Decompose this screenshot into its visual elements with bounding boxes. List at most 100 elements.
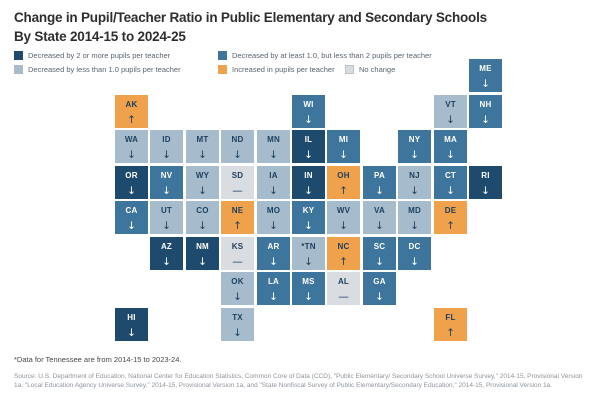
decrease-arrow-icon: ↓ <box>339 149 348 161</box>
state-tile-il: IL ↓ <box>292 130 325 163</box>
state-abbreviation: RI <box>481 171 490 180</box>
no-change-dash-icon: — <box>338 291 349 303</box>
state-abbreviation: VA <box>374 206 385 215</box>
state-abbreviation: PA <box>374 171 385 180</box>
state-abbreviation: *TN <box>301 242 316 251</box>
state-tile-dc: DC ↓ <box>398 237 431 270</box>
state-tile-vt: VT ↓ <box>434 95 467 128</box>
state-abbreviation: WA <box>124 135 139 144</box>
state-tile-me: ME ↓ <box>469 59 502 92</box>
increase-arrow-icon: ↑ <box>339 185 348 197</box>
legend-swatch-icon <box>218 51 227 60</box>
state-tile-ri: RI ↓ <box>469 166 502 199</box>
state-abbreviation: MT <box>196 135 209 144</box>
state-abbreviation: GA <box>373 277 386 286</box>
state-tile-nh: NH ↓ <box>469 95 502 128</box>
decrease-arrow-icon: ↓ <box>162 185 171 197</box>
decrease-arrow-icon: ↓ <box>269 185 278 197</box>
state-tile-ma: MA ↓ <box>434 130 467 163</box>
decrease-arrow-icon: ↓ <box>127 327 136 339</box>
decrease-arrow-icon: ↓ <box>269 256 278 268</box>
state-abbreviation: HI <box>127 313 136 322</box>
state-abbreviation: ND <box>231 135 244 144</box>
decrease-arrow-icon: ↓ <box>481 78 490 90</box>
state-abbreviation: CA <box>125 206 138 215</box>
state-abbreviation: IL <box>304 135 313 144</box>
state-tile-ne: NE ↑ <box>221 201 254 234</box>
decrease-arrow-icon: ↓ <box>269 149 278 161</box>
chart-title-line2: By State 2014-15 to 2024-25 <box>14 29 186 44</box>
state-tile-ca: CA ↓ <box>115 201 148 234</box>
legend-item-label: Decreased by 2 or more pupils per teache… <box>28 51 171 60</box>
state-tile-ga: GA ↓ <box>363 272 396 305</box>
increase-arrow-icon: ↑ <box>339 256 348 268</box>
legend-item-orange: Increased in pupils per teacher <box>218 65 335 74</box>
state-abbreviation: KS <box>231 242 244 251</box>
state-abbreviation: AR <box>267 242 280 251</box>
state-abbreviation: VT <box>445 100 456 109</box>
state-tile-mt: MT ↓ <box>186 130 219 163</box>
state-tile-wa: WA ↓ <box>115 130 148 163</box>
state-abbreviation: UT <box>160 206 173 215</box>
decrease-arrow-icon: ↓ <box>269 291 278 303</box>
state-tile-md: MD ↓ <box>398 201 431 234</box>
state-tile-ny: NY ↓ <box>398 130 431 163</box>
state-tile-tx: TX ↓ <box>221 308 254 341</box>
increase-arrow-icon: ↑ <box>233 220 242 232</box>
state-abbreviation: NC <box>337 242 350 251</box>
state-tile-tn: *TN ↓ <box>292 237 325 270</box>
decrease-arrow-icon: ↓ <box>127 185 136 197</box>
legend-swatch-icon <box>345 65 354 74</box>
state-abbreviation: MN <box>267 135 280 144</box>
state-abbreviation: ID <box>162 135 171 144</box>
state-abbreviation: DE <box>444 206 457 215</box>
state-abbreviation: AZ <box>160 242 173 251</box>
increase-arrow-icon: ↑ <box>446 327 455 339</box>
state-abbreviation: WI <box>303 100 314 109</box>
state-abbreviation: IN <box>304 171 313 180</box>
state-abbreviation: WV <box>336 206 351 215</box>
state-tile-ms: MS ↓ <box>292 272 325 305</box>
legend-item-label: Decreased by less than 1.0 pupils per te… <box>28 65 181 74</box>
decrease-arrow-icon: ↓ <box>198 256 207 268</box>
state-tile-in: IN ↓ <box>292 166 325 199</box>
legend-item-label: Decreased by at least 1.0, but less than… <box>232 51 432 60</box>
state-tile-wy: WY ↓ <box>186 166 219 199</box>
state-abbreviation: LA <box>267 277 280 286</box>
decrease-arrow-icon: ↓ <box>198 185 207 197</box>
state-abbreviation: MO <box>266 206 281 215</box>
decrease-arrow-icon: ↓ <box>304 256 313 268</box>
decrease-arrow-icon: ↓ <box>481 114 490 126</box>
state-tile-ky: KY ↓ <box>292 201 325 234</box>
decrease-arrow-icon: ↓ <box>481 185 490 197</box>
state-abbreviation: DC <box>408 242 421 251</box>
state-tile-mi: MI ↓ <box>327 130 360 163</box>
decrease-arrow-icon: ↓ <box>410 185 419 197</box>
legend-item-label: No change <box>359 65 396 74</box>
decrease-arrow-icon: ↓ <box>304 114 313 126</box>
state-tile-az: AZ ↓ <box>150 237 183 270</box>
decrease-arrow-icon: ↓ <box>375 185 384 197</box>
state-tile-or: OR ↓ <box>115 166 148 199</box>
state-abbreviation: MD <box>408 206 421 215</box>
state-tile-de: DE ↑ <box>434 201 467 234</box>
decrease-arrow-icon: ↓ <box>410 256 419 268</box>
state-tile-mn: MN ↓ <box>257 130 290 163</box>
decrease-arrow-icon: ↓ <box>410 220 419 232</box>
state-tile-mo: MO ↓ <box>257 201 290 234</box>
state-abbreviation: SC <box>373 242 386 251</box>
state-abbreviation: NV <box>160 171 173 180</box>
decrease-arrow-icon: ↓ <box>162 256 171 268</box>
state-abbreviation: OK <box>231 277 244 286</box>
legend-item-label: Increased in pupils per teacher <box>232 65 335 74</box>
chart-title: Change in Pupil/Teacher Ratio in Public … <box>14 8 574 46</box>
increase-arrow-icon: ↑ <box>446 220 455 232</box>
decrease-arrow-icon: ↓ <box>304 185 313 197</box>
state-tile-hi: HI ↓ <box>115 308 148 341</box>
decrease-arrow-icon: ↓ <box>233 291 242 303</box>
decrease-arrow-icon: ↓ <box>375 291 384 303</box>
state-abbreviation: MI <box>338 135 349 144</box>
decrease-arrow-icon: ↓ <box>410 149 419 161</box>
state-tile-ct: CT ↓ <box>434 166 467 199</box>
